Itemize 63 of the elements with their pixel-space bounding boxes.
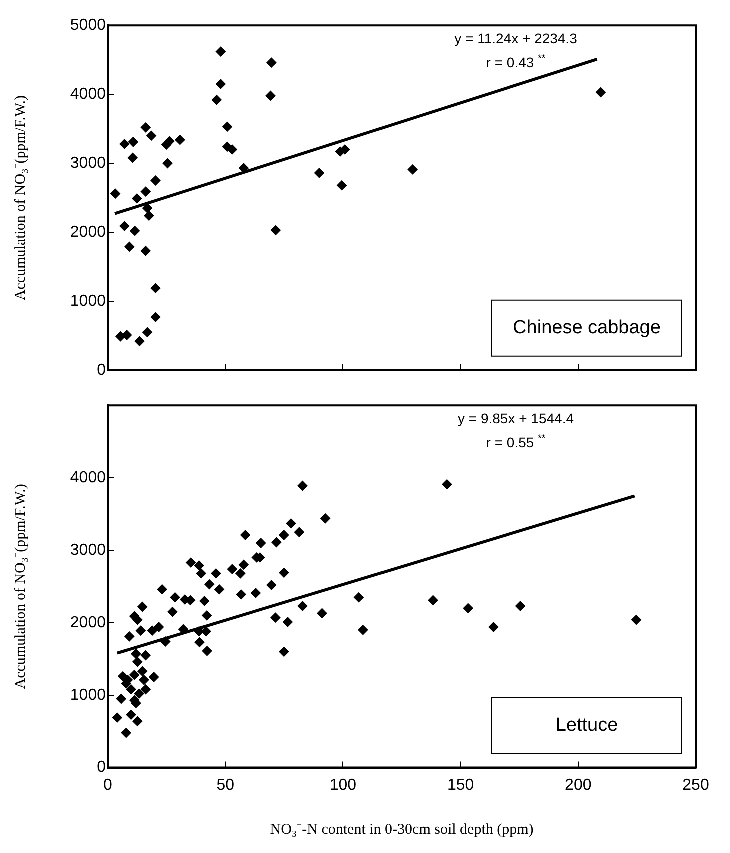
point <box>140 246 151 256</box>
point <box>150 312 161 322</box>
x-tick-label: 50 <box>216 776 235 794</box>
point <box>408 164 418 175</box>
point <box>270 225 281 236</box>
point <box>128 153 138 164</box>
point <box>144 210 154 221</box>
annotation: y = 11.24x + 2234.3 <box>454 30 578 46</box>
y-axis-title: Accumulation of NO₃⁻(ppm/F.W.) <box>12 95 29 301</box>
point <box>596 87 606 98</box>
point <box>150 176 161 186</box>
point <box>134 336 145 346</box>
point <box>140 186 151 197</box>
point <box>266 58 277 68</box>
point <box>130 226 140 236</box>
point <box>146 130 157 141</box>
annotation: Chinese cabbage <box>513 318 661 339</box>
point <box>227 144 238 155</box>
point <box>216 79 226 90</box>
y-tick-label: 2000 <box>70 614 106 632</box>
point <box>337 180 348 191</box>
x-tick-label: 250 <box>682 776 710 794</box>
point <box>222 122 232 132</box>
y-tick-label: 1000 <box>70 292 106 310</box>
y-tick-label: 4000 <box>70 86 106 103</box>
x-tick-label: 150 <box>447 776 474 794</box>
point <box>175 135 186 146</box>
y-tick-label: 4000 <box>70 469 106 486</box>
point <box>140 122 151 133</box>
point <box>340 144 350 155</box>
point <box>238 163 249 174</box>
y-tick-label: 1000 <box>70 686 106 704</box>
y-axis-title: Accumulation of NO₃⁻(ppm/F.W.) <box>12 484 29 690</box>
x-tick-label: 100 <box>330 776 357 794</box>
point <box>116 332 126 342</box>
point <box>128 137 138 148</box>
point <box>132 194 142 204</box>
point <box>266 90 276 101</box>
y-tick-label: 3000 <box>70 154 106 172</box>
annotation: Lettuce <box>556 715 618 736</box>
y-tick-label: 3000 <box>70 542 106 559</box>
annotation: y = 9.85x + 1544.4 <box>458 410 574 426</box>
point <box>120 139 130 150</box>
point <box>314 168 324 178</box>
point <box>142 327 153 338</box>
x-tick-label: 200 <box>565 776 592 794</box>
y-tick-label: 0 <box>97 362 106 379</box>
point <box>110 188 121 199</box>
y-tick-label: 0 <box>97 759 106 776</box>
x-axis-title: NO₃⁻-N content in 0-30cm soil depth (ppm) <box>270 822 534 838</box>
point <box>216 46 226 57</box>
point <box>120 221 130 232</box>
y-tick-label: 2000 <box>70 224 106 241</box>
point <box>142 203 153 214</box>
point <box>122 330 132 340</box>
point <box>212 95 222 106</box>
point <box>124 242 135 252</box>
annotation: r = 0.43 ** <box>486 53 546 70</box>
y-tick-label: 5000 <box>70 17 106 34</box>
point <box>150 283 161 294</box>
annotation: r = 0.55 ** <box>486 433 546 450</box>
point <box>162 158 173 169</box>
point <box>164 136 175 146</box>
